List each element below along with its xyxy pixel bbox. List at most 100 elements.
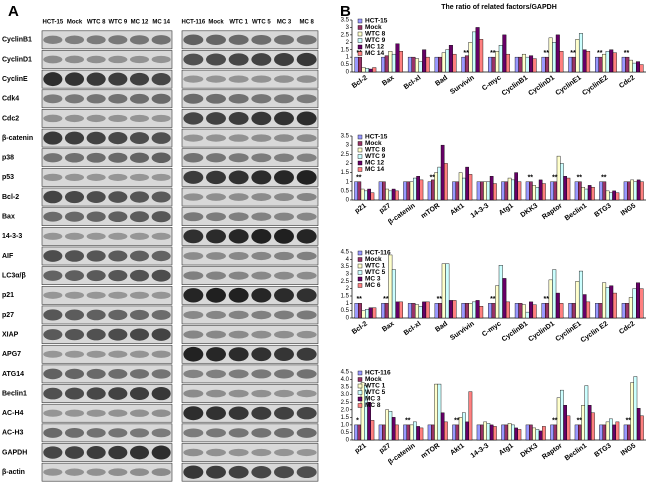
blot-band	[64, 328, 85, 341]
blot-band	[86, 232, 106, 240]
blot-band	[129, 55, 150, 64]
x-tick-label: CyclinD1	[527, 74, 556, 97]
blot-row-label: AC-H3	[2, 430, 23, 437]
bar	[437, 383, 442, 441]
bar	[582, 49, 587, 73]
blot-strip	[41, 109, 173, 128]
x-tick-label: CyclinD1	[527, 320, 556, 343]
blot-band	[86, 35, 106, 45]
blot-band	[151, 328, 171, 341]
x-tick-label: β-catenin	[387, 202, 417, 226]
bar	[532, 185, 536, 201]
blot-band	[206, 153, 226, 163]
bar	[388, 254, 393, 319]
bar	[476, 181, 481, 201]
legend-swatch	[357, 390, 363, 395]
bar	[599, 181, 603, 201]
bar	[399, 301, 403, 319]
blot-band	[43, 427, 63, 438]
blot-band	[64, 368, 85, 380]
blot-strip	[181, 305, 319, 325]
legend-swatch	[357, 403, 363, 408]
bar	[633, 376, 638, 441]
blot-band	[64, 114, 85, 123]
blot-band	[151, 114, 171, 123]
blot-band	[43, 350, 63, 358]
bar	[437, 166, 442, 201]
bar	[550, 181, 554, 201]
y-tick-label: 0	[346, 198, 350, 204]
blot-band	[228, 229, 249, 244]
x-tick-label: BTG3	[593, 442, 612, 459]
blot-band	[86, 270, 106, 282]
blot-band	[251, 212, 272, 221]
bar	[628, 297, 633, 319]
blot-band	[64, 72, 85, 86]
bar	[411, 56, 416, 73]
bar	[574, 424, 579, 441]
bar	[354, 303, 359, 319]
bar	[381, 303, 386, 319]
blot-band	[274, 35, 294, 45]
blot-band	[274, 369, 294, 379]
blot-band	[296, 192, 317, 202]
bar	[628, 59, 633, 73]
blot-band	[296, 271, 317, 280]
blot-band	[206, 229, 226, 244]
legend-label: WTC 5	[365, 389, 386, 396]
bar	[415, 58, 420, 73]
bar	[381, 56, 386, 73]
blot-band	[64, 131, 85, 145]
x-tick-label: Bcl-2	[351, 74, 369, 90]
legend-swatch	[357, 18, 363, 24]
bar	[452, 300, 457, 319]
significance-mark: **	[490, 50, 496, 57]
x-tick-label: Bcl-xl	[403, 74, 423, 91]
bar	[542, 183, 546, 201]
legend-label: HCT-116	[365, 370, 391, 377]
bar	[636, 61, 640, 73]
bar	[566, 177, 571, 201]
blot-band	[228, 287, 249, 303]
blot-band	[228, 347, 249, 362]
y-tick-label: 4	[346, 257, 350, 263]
legend-label: MC 12	[365, 44, 385, 51]
blot-band	[251, 428, 272, 438]
legend-label: WTC 9	[365, 37, 386, 44]
bar	[505, 301, 510, 319]
x-tick-label: Bax	[381, 320, 396, 333]
bar	[578, 33, 583, 73]
bar	[465, 421, 469, 441]
legend-label: Mock	[365, 376, 382, 383]
bar	[612, 52, 617, 73]
x-tick-label: Cdc2	[618, 74, 636, 90]
bar	[541, 303, 546, 319]
blot-band	[108, 114, 128, 123]
bar	[406, 424, 411, 441]
x-tick-label: CyclinB1	[501, 320, 530, 343]
blot-band	[129, 468, 150, 476]
bar	[560, 163, 564, 201]
blot-band	[274, 330, 294, 339]
bar	[630, 179, 634, 201]
blot-band	[86, 387, 106, 400]
bar	[354, 181, 358, 201]
bar	[365, 68, 370, 73]
bar	[514, 172, 518, 201]
blot-band	[129, 309, 150, 321]
blot-band	[206, 53, 226, 66]
blot-band	[251, 347, 272, 362]
blot-band	[228, 389, 249, 398]
bar	[358, 303, 362, 319]
blot-band	[43, 446, 63, 459]
bar	[514, 56, 519, 73]
bar	[391, 269, 396, 319]
blot-strip	[41, 50, 173, 69]
blot-row-label: β-actin	[2, 469, 25, 476]
bar	[495, 51, 500, 73]
bar	[479, 306, 484, 319]
blot-band	[296, 75, 317, 83]
bar	[504, 424, 509, 441]
bar	[452, 53, 457, 73]
blot-band	[64, 446, 85, 459]
